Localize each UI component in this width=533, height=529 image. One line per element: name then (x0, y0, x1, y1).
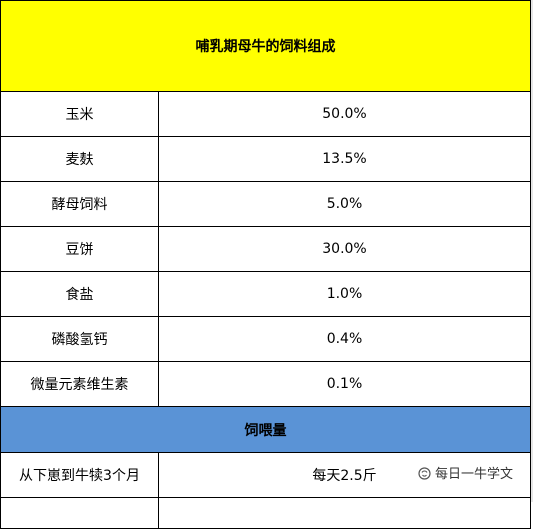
ingredient-value[interactable]: 5.0% (158, 181, 531, 227)
ingredient-value[interactable]: 13.5% (158, 136, 531, 182)
ingredient-value[interactable]: 0.1% (158, 361, 531, 407)
ingredient-name[interactable]: 磷酸氢钙 (0, 316, 159, 362)
column-edge (530, 0, 533, 502)
table-row: 麦麸 13.5% (0, 136, 531, 182)
ingredient-value[interactable]: 50.0% (158, 91, 531, 137)
table-row: 玉米 50.0% (0, 91, 531, 137)
title-row: 哺乳期母牛的饲料组成 (0, 0, 531, 92)
watermark: 每日一牛学文 (418, 463, 513, 482)
feeding-period[interactable]: 从下崽到牛犊3个月 (0, 452, 159, 498)
table-row (0, 497, 531, 529)
section-header-row: 饲喂量 (0, 406, 531, 453)
ingredient-name[interactable]: 玉米 (0, 91, 159, 137)
empty-cell[interactable] (158, 497, 531, 529)
ingredient-value[interactable]: 0.4% (158, 316, 531, 362)
ingredient-name[interactable]: 豆饼 (0, 226, 159, 272)
section-header[interactable]: 饲喂量 (0, 406, 531, 453)
table-row: 食盐 1.0% (0, 271, 531, 317)
table-row: 从下崽到牛犊3个月 每天2.5斤 (0, 452, 531, 498)
feeding-amount[interactable]: 每天2.5斤 (158, 452, 531, 498)
table-row: 酵母饲料 5.0% (0, 181, 531, 227)
ingredient-value[interactable]: 30.0% (158, 226, 531, 272)
ingredient-name[interactable]: 麦麸 (0, 136, 159, 182)
ingredient-value[interactable]: 1.0% (158, 271, 531, 317)
watermark-text: 每日一牛学文 (435, 467, 514, 482)
empty-cell[interactable] (0, 497, 159, 529)
table-row: 微量元素维生素 0.1% (0, 361, 531, 407)
table-title[interactable]: 哺乳期母牛的饲料组成 (0, 0, 531, 92)
ingredient-name[interactable]: 酵母饲料 (0, 181, 159, 227)
ingredient-name[interactable]: 食盐 (0, 271, 159, 317)
wechat-official-account-icon (418, 467, 431, 480)
ingredient-name[interactable]: 微量元素维生素 (0, 361, 159, 407)
table-row: 豆饼 30.0% (0, 226, 531, 272)
table-row: 磷酸氢钙 0.4% (0, 316, 531, 362)
